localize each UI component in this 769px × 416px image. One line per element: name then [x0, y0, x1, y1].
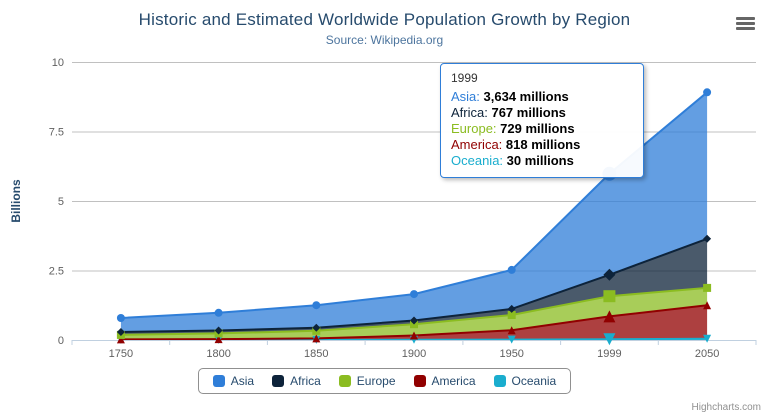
- triangle-marker[interactable]: [312, 334, 321, 343]
- triangle-marker[interactable]: [603, 310, 616, 323]
- triangle-down-marker[interactable]: [703, 334, 712, 343]
- axis-labels: 0 2.5 5 7.5 10 1750 1800 1850 1900 1950 1999 2050 Bi…: [9, 57, 719, 360]
- y-axis-label: 10: [52, 57, 64, 69]
- menu-bar: [736, 27, 755, 30]
- x-axis-label: 1900: [402, 348, 426, 360]
- legend-item-asia[interactable]: Asia: [212, 374, 255, 388]
- diamond-marker[interactable]: [214, 326, 223, 335]
- circle-marker[interactable]: [410, 290, 418, 299]
- legend-item-africa[interactable]: Africa: [272, 374, 321, 388]
- y-axis-title: Billions: [9, 179, 23, 223]
- area-africa[interactable]: [120, 238, 708, 335]
- x-axis-label: 1850: [304, 348, 328, 360]
- triangle-down-marker[interactable]: [507, 335, 516, 344]
- square-marker[interactable]: [507, 311, 516, 319]
- triangle-marker[interactable]: [507, 326, 516, 335]
- y-axis-label: 0: [58, 335, 64, 347]
- circle-marker[interactable]: [312, 301, 321, 310]
- diamond-marker[interactable]: [603, 268, 616, 281]
- circle-marker[interactable]: [214, 308, 223, 317]
- x-axis-label: 2050: [695, 348, 719, 360]
- circle-marker[interactable]: [116, 314, 125, 322]
- square-marker[interactable]: [703, 283, 712, 292]
- legend-item-oceania[interactable]: Oceania: [493, 374, 557, 388]
- legend-swatch: [212, 375, 225, 387]
- x-axis-label: 1999: [597, 348, 621, 360]
- diamond-marker[interactable]: [410, 316, 418, 325]
- chart-subtitle: Source: Wikipedia.org: [325, 33, 444, 47]
- legend-label: Africa: [290, 374, 321, 388]
- legend-item-europe[interactable]: Europe: [338, 374, 396, 388]
- legend-label: America: [431, 374, 476, 388]
- export-menu-button[interactable]: [734, 15, 757, 32]
- triangle-marker[interactable]: [410, 331, 418, 340]
- chart-title: Historic and Estimated Worldwide Populat…: [138, 10, 631, 29]
- highcharts-credit[interactable]: Highcharts.com: [691, 402, 761, 413]
- menu-bar: [736, 17, 755, 20]
- legend-label: Oceania: [511, 374, 557, 388]
- legend-label: Asia: [230, 374, 255, 388]
- circle-marker[interactable]: [507, 265, 516, 274]
- diamond-marker[interactable]: [312, 323, 321, 332]
- diamond-marker[interactable]: [507, 304, 516, 313]
- area-asia[interactable]: [120, 92, 708, 332]
- triangle-marker[interactable]: [214, 335, 223, 344]
- y-axis-label: 5: [58, 196, 64, 208]
- y-axis-label: 2.5: [49, 266, 64, 278]
- square-marker[interactable]: [603, 290, 616, 303]
- triangle-marker[interactable]: [116, 335, 125, 344]
- diamond-marker[interactable]: [116, 328, 125, 336]
- legend-item-america[interactable]: America: [413, 374, 476, 388]
- triangle-marker[interactable]: [703, 301, 712, 310]
- x-axis-label: 1950: [499, 348, 523, 360]
- legend-swatch: [272, 375, 285, 387]
- x-axis-label: 1800: [206, 348, 230, 360]
- legend-label: Europe: [356, 374, 396, 388]
- legend-swatch: [413, 375, 426, 387]
- legend-swatch: [493, 375, 506, 387]
- legend-swatch: [338, 375, 351, 387]
- menu-bar: [736, 22, 755, 25]
- legend: Asia Africa Europe America Oceania: [0, 368, 769, 394]
- circle-marker[interactable]: [703, 88, 712, 97]
- diamond-marker[interactable]: [703, 234, 712, 243]
- legend-items: Asia Africa Europe America Oceania: [197, 368, 572, 394]
- circle-marker[interactable]: [602, 166, 617, 181]
- area-stack: [120, 92, 708, 340]
- area-america[interactable]: [120, 305, 708, 340]
- triangle-down-marker[interactable]: [603, 333, 616, 346]
- y-axis-label: 7.5: [49, 127, 64, 139]
- x-axis-label: 1750: [109, 348, 133, 360]
